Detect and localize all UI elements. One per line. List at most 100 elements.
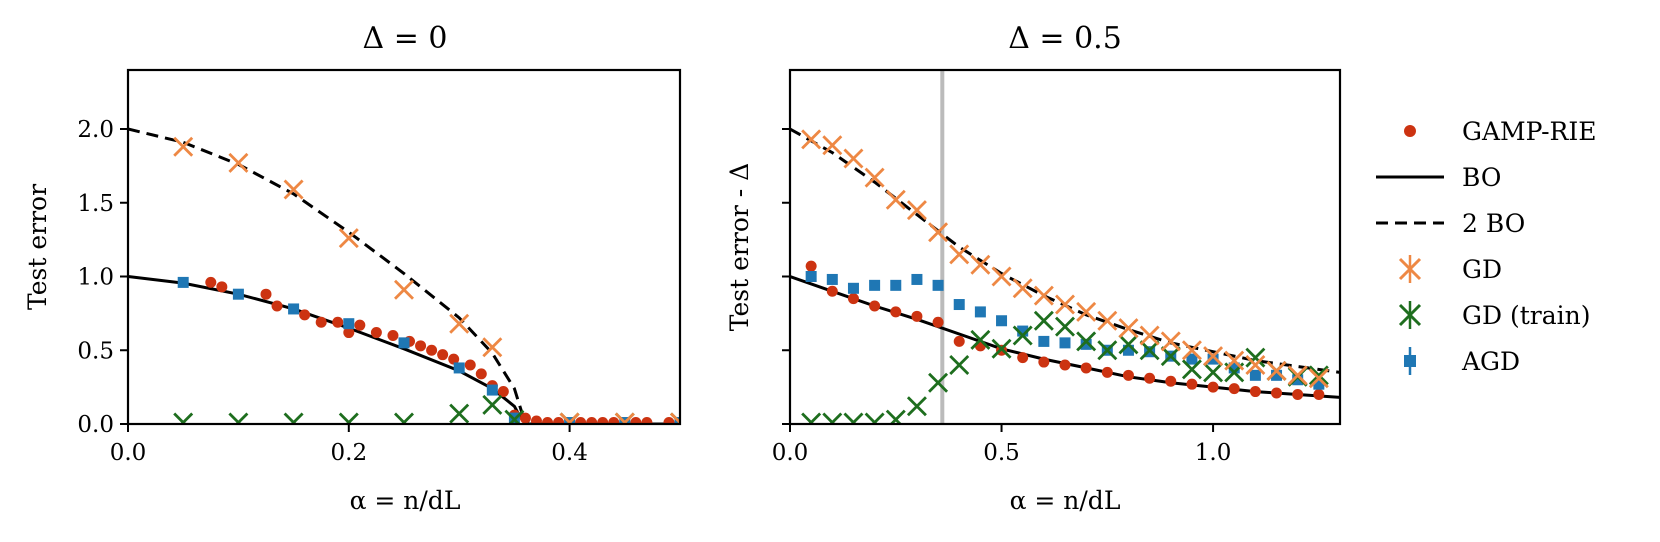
agd-point: [1249, 369, 1261, 381]
plot-area: [790, 70, 1340, 424]
x-tick-label: 0.0: [772, 440, 809, 466]
x-axis-label: α = n/dL: [350, 486, 461, 515]
bo-curve: [128, 275, 680, 424]
gd-train-point: [1139, 340, 1160, 361]
x-tick-label: 1.0: [1195, 440, 1232, 466]
y-tick-label: 0.0: [77, 412, 114, 438]
agd-point: [453, 362, 465, 374]
agd-point: [232, 288, 244, 300]
gd-train-point: [906, 396, 927, 417]
gamp-rie-point: [1122, 369, 1134, 381]
gd-point: [449, 313, 470, 334]
panel-title: Δ = 0.5: [1008, 21, 1122, 56]
gamp-rie-point: [663, 417, 675, 424]
x-axis-label: α = n/dL: [1010, 486, 1121, 515]
agd-point: [805, 271, 817, 282]
gd-point: [1160, 331, 1181, 352]
gamp-rie-point: [464, 359, 476, 371]
gamp-rie-point: [911, 310, 923, 322]
gd-point: [906, 200, 927, 221]
agd-point: [1292, 374, 1304, 386]
legend-label: 2 BO: [1462, 209, 1525, 238]
gamp-rie-point: [1313, 389, 1325, 400]
gd-point: [1055, 294, 1075, 315]
gamp-rie-point: [553, 417, 565, 424]
gamp-rie-point: [630, 417, 642, 424]
gamp-rie-point: [869, 300, 881, 312]
legend-item-gamp-rie: GAMP-RIE: [1404, 117, 1596, 146]
gd-train-point: [949, 355, 970, 375]
gamp-rie-point: [497, 386, 509, 398]
gd-train-point: [801, 412, 822, 424]
gamp-rie-point: [1165, 375, 1177, 387]
gd-point: [928, 222, 949, 243]
agd-point: [1313, 378, 1325, 390]
gd-train-point: [1245, 347, 1266, 368]
gd-point: [228, 152, 249, 173]
panel-delta-0: Δ = 0 Test error α = n/dL 0.0 0.2 0.4 0.0 0.…: [23, 21, 682, 515]
gd-train-point: [228, 412, 249, 424]
gd-train-point: [1118, 334, 1139, 355]
x-tick-label: 0.2: [331, 440, 368, 466]
gamp-rie-point: [332, 316, 344, 328]
gamp-rie-point: [519, 412, 531, 424]
gd-train-point: [1012, 325, 1033, 346]
gd-point: [1245, 355, 1266, 375]
gd-train-point: [928, 372, 949, 393]
agd-point: [869, 279, 881, 291]
y-axis-label: Test error - Δ: [725, 163, 754, 331]
gd-train-point: [1308, 365, 1329, 386]
gd-point: [670, 412, 680, 424]
two-bo-curve: [790, 127, 1340, 374]
legend-item-2-bo: 2 BO: [1376, 209, 1525, 238]
legend-label: BO: [1462, 163, 1501, 192]
gd-point: [1308, 368, 1329, 389]
panel-delta-0-5: Δ = 0.5 Test error - Δ α = n/dL 0.0 0.5 1.…: [725, 21, 1342, 515]
agd-point: [1038, 335, 1050, 347]
legend-item-gd: GD: [1398, 255, 1502, 284]
gd-train-point: [1097, 340, 1118, 361]
gamp-rie-point: [805, 260, 817, 272]
gd-point: [1139, 325, 1160, 346]
gd-point: [801, 129, 822, 150]
gamp-rie-point: [890, 306, 902, 318]
gamp-rie-point: [641, 417, 653, 424]
axes-frame: [788, 68, 1342, 426]
gamp-rie-point: [847, 293, 859, 305]
gd-train-point: [504, 409, 525, 424]
legend-item-agd: AGD: [1404, 347, 1520, 376]
gd-train-point: [970, 329, 991, 350]
x-tick-label: 0.0: [110, 440, 147, 466]
gamp-rie-point: [260, 288, 272, 300]
agd-point: [1228, 362, 1240, 374]
agd-point: [398, 337, 410, 349]
gd-point: [864, 167, 885, 188]
gamp-rie-point: [1271, 387, 1283, 399]
gamp-rie-point: [932, 316, 944, 328]
gd-point: [991, 266, 1012, 287]
panel-title: Δ = 0: [363, 21, 448, 56]
gd-point: [482, 337, 503, 358]
gamp-rie-point: [315, 316, 327, 328]
gamp-rie-point: [1186, 378, 1198, 390]
gd-train-point: [885, 409, 906, 424]
gd-point: [1076, 301, 1097, 322]
gd-train-point: [822, 412, 843, 424]
gd-train-point: [1160, 346, 1181, 367]
gd-point: [394, 279, 414, 300]
gd-point: [1181, 340, 1202, 361]
gd-point: [338, 228, 359, 249]
agd-point: [1017, 325, 1029, 337]
gamp-rie-point: [216, 281, 228, 293]
y-tick-label: 1.5: [77, 191, 114, 217]
gamp-rie-point: [1017, 352, 1029, 364]
gamp-rie-point: [1059, 359, 1071, 371]
gd-point: [559, 412, 580, 424]
gamp-rie-point: [597, 417, 609, 424]
agd-point: [288, 303, 300, 315]
agd-point: [1080, 338, 1092, 350]
gd-point: [283, 179, 304, 200]
gd-point: [843, 148, 864, 169]
gamp-rie-point: [415, 340, 427, 352]
